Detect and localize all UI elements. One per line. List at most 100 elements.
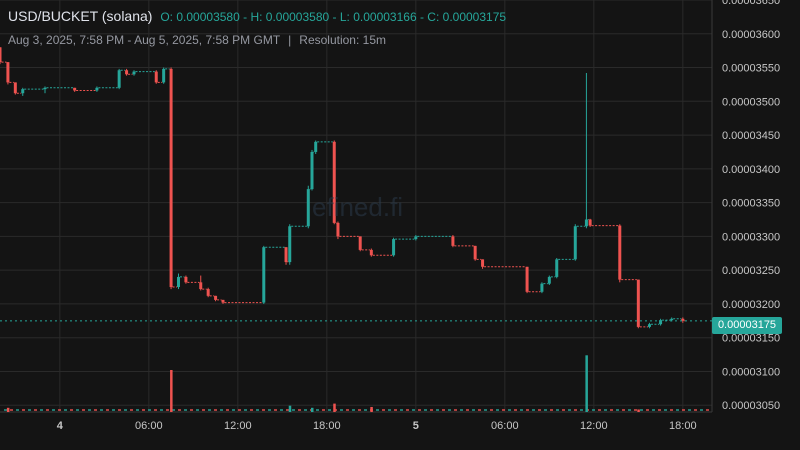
y-tick-label: 0.00003250: [722, 265, 780, 277]
volume-bar: [142, 409, 145, 411]
volume-bar: [598, 409, 601, 411]
volume-bar: [124, 409, 127, 411]
volume-bar: [490, 409, 493, 411]
volume-bar: [46, 409, 49, 411]
volume-bar: [76, 409, 79, 411]
volume-bar: [322, 409, 325, 411]
volume-bar: [238, 409, 241, 411]
volume-bar: [484, 409, 487, 411]
candle-body: [125, 70, 129, 75]
volume-bar: [214, 409, 217, 411]
volume-bar: [52, 409, 55, 411]
candle-body: [43, 87, 47, 90]
volume-bar: [478, 409, 481, 411]
volume-bar: [190, 409, 193, 411]
volume-bar: [94, 409, 97, 411]
y-tick-label: 0.00003650: [722, 0, 780, 7]
volume-bar: [346, 409, 349, 411]
volume-bar: [328, 409, 331, 411]
y-tick-label: 0.00003350: [722, 198, 780, 210]
volume-bar: [682, 409, 685, 411]
volume-bar: [394, 409, 397, 411]
volume-bar: [232, 409, 235, 411]
candle-body: [540, 283, 544, 292]
volume-bar: [274, 409, 277, 411]
volume-bar: [112, 409, 115, 411]
volume-bar: [244, 409, 247, 411]
candle-body: [73, 87, 77, 91]
volume-bar: [604, 409, 607, 411]
volume-bar: [628, 409, 631, 411]
candle-body: [214, 295, 218, 300]
x-tick-label: 12:00: [580, 420, 608, 432]
volume-bar: [472, 409, 475, 411]
volume-bar: [280, 409, 283, 411]
volume-bar: [34, 409, 37, 411]
volume-bar: [514, 409, 517, 411]
volume-bar: [70, 409, 73, 411]
candle-body: [451, 236, 455, 246]
candle-body: [681, 318, 685, 321]
volume-bar: [694, 409, 697, 411]
volume-bar: [82, 409, 85, 411]
volume-bar: [298, 409, 301, 411]
x-tick-label: 06:00: [135, 420, 163, 432]
candle-body: [288, 226, 292, 263]
volume-bar: [160, 409, 163, 411]
volume-bar: [256, 409, 259, 411]
x-tick-label: 06:00: [491, 420, 519, 432]
candle-body: [95, 87, 99, 91]
candle-body: [555, 259, 559, 277]
y-tick-label: 0.00003500: [722, 96, 780, 108]
candle-body: [199, 282, 203, 290]
volume-bar: [310, 407, 314, 412]
candle-body: [481, 259, 485, 267]
volume-bar: [442, 409, 445, 411]
volume-bar: [184, 409, 187, 411]
volume-bar: [28, 409, 31, 411]
candle-body: [221, 299, 225, 303]
volume-bar: [585, 355, 588, 412]
volume-bar: [532, 409, 535, 411]
volume-bar: [268, 409, 271, 411]
candle-body: [314, 141, 318, 152]
candle-body: [547, 276, 551, 284]
volume-bar: [550, 409, 553, 411]
candle-body: [132, 71, 136, 75]
candle-body: [414, 236, 418, 240]
volume-bar: [700, 409, 703, 411]
volume-bar: [64, 409, 67, 411]
candle-body: [358, 236, 362, 250]
volume-bar: [304, 409, 307, 411]
volume-bar: [333, 403, 336, 412]
y-tick-label: 0.00003300: [722, 231, 780, 243]
volume-bar: [202, 409, 205, 411]
volume-bar: [634, 409, 637, 411]
candle-body: [21, 89, 25, 94]
volume-bar: [220, 409, 223, 411]
volume-bar: [10, 409, 13, 411]
candle-body: [336, 222, 340, 237]
candle-body: [618, 225, 622, 280]
volume-bar: [136, 409, 139, 411]
volume-bar: [286, 409, 289, 411]
volume-bar: [154, 409, 157, 411]
x-tick-label: 12:00: [224, 420, 252, 432]
y-tick-label: 0.00003450: [722, 130, 780, 142]
volume-bar: [352, 409, 355, 411]
volume-bar: [664, 409, 667, 411]
volume-bar: [388, 409, 391, 411]
volume-bar: [556, 409, 559, 411]
candle-body: [262, 247, 266, 303]
candle-body: [659, 320, 663, 325]
candle-body: [117, 70, 121, 88]
volume-bar: [22, 409, 25, 411]
volume-bar: [436, 409, 439, 411]
candle-body: [369, 249, 373, 256]
volume-bar: [106, 409, 109, 411]
volume-bar: [646, 409, 649, 411]
volume-bar: [637, 409, 640, 412]
y-tick-label: 0.00003050: [722, 400, 780, 412]
volume-bar: [670, 409, 673, 411]
